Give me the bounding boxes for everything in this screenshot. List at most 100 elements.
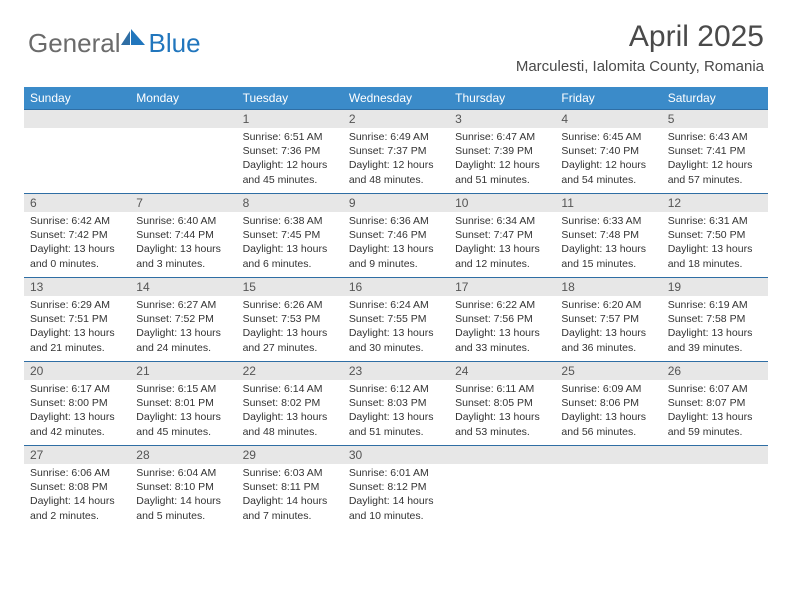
day-cell [662,445,768,529]
day-number: 11 [555,193,661,212]
day-cell: 10Sunrise: 6:34 AMSunset: 7:47 PMDayligh… [449,193,555,277]
logo-triangle-icon [121,27,147,47]
daylight-line: Daylight: 13 hours and 42 minutes. [30,410,124,438]
day-body: Sunrise: 6:26 AMSunset: 7:53 PMDaylight:… [237,296,343,361]
logo-text-blue: Blue [149,28,201,59]
daylight-line: Daylight: 14 hours and 2 minutes. [30,494,124,522]
day-body: Sunrise: 6:20 AMSunset: 7:57 PMDaylight:… [555,296,661,361]
day-cell: 2Sunrise: 6:49 AMSunset: 7:37 PMDaylight… [343,109,449,193]
daylight-line: Daylight: 13 hours and 56 minutes. [561,410,655,438]
sunrise-line: Sunrise: 6:11 AM [455,382,549,396]
daylight-line: Daylight: 12 hours and 57 minutes. [668,158,762,186]
dow-cell: Wednesday [343,87,449,109]
day-body: Sunrise: 6:51 AMSunset: 7:36 PMDaylight:… [237,128,343,193]
sunrise-line: Sunrise: 6:34 AM [455,214,549,228]
day-cell: 18Sunrise: 6:20 AMSunset: 7:57 PMDayligh… [555,277,661,361]
day-number: 28 [130,445,236,464]
sunset-line: Sunset: 7:47 PM [455,228,549,242]
sunrise-line: Sunrise: 6:27 AM [136,298,230,312]
day-cell: 17Sunrise: 6:22 AMSunset: 7:56 PMDayligh… [449,277,555,361]
dow-cell: Friday [555,87,661,109]
day-body: Sunrise: 6:42 AMSunset: 7:42 PMDaylight:… [24,212,130,277]
day-body [662,464,768,522]
day-number: 14 [130,277,236,296]
sunrise-line: Sunrise: 6:43 AM [668,130,762,144]
week-row: 27Sunrise: 6:06 AMSunset: 8:08 PMDayligh… [24,445,768,529]
day-body: Sunrise: 6:19 AMSunset: 7:58 PMDaylight:… [662,296,768,361]
day-body: Sunrise: 6:14 AMSunset: 8:02 PMDaylight:… [237,380,343,445]
daylight-line: Daylight: 13 hours and 21 minutes. [30,326,124,354]
day-number: 21 [130,361,236,380]
day-number: 2 [343,109,449,128]
dow-cell: Tuesday [237,87,343,109]
sunrise-line: Sunrise: 6:49 AM [349,130,443,144]
sunset-line: Sunset: 8:02 PM [243,396,337,410]
daylight-line: Daylight: 13 hours and 45 minutes. [136,410,230,438]
day-cell: 16Sunrise: 6:24 AMSunset: 7:55 PMDayligh… [343,277,449,361]
day-number: 23 [343,361,449,380]
day-body [24,128,130,186]
sunrise-line: Sunrise: 6:15 AM [136,382,230,396]
day-body: Sunrise: 6:01 AMSunset: 8:12 PMDaylight:… [343,464,449,529]
day-cell [555,445,661,529]
daylight-line: Daylight: 13 hours and 30 minutes. [349,326,443,354]
daylight-line: Daylight: 13 hours and 3 minutes. [136,242,230,270]
day-cell: 8Sunrise: 6:38 AMSunset: 7:45 PMDaylight… [237,193,343,277]
day-number: 20 [24,361,130,380]
sunset-line: Sunset: 7:56 PM [455,312,549,326]
dow-cell: Saturday [662,87,768,109]
sunrise-line: Sunrise: 6:04 AM [136,466,230,480]
sunrise-line: Sunrise: 6:09 AM [561,382,655,396]
sunset-line: Sunset: 7:58 PM [668,312,762,326]
daylight-line: Daylight: 12 hours and 48 minutes. [349,158,443,186]
day-number: 6 [24,193,130,212]
week-row: 1Sunrise: 6:51 AMSunset: 7:36 PMDaylight… [24,109,768,193]
day-number: 10 [449,193,555,212]
sunrise-line: Sunrise: 6:22 AM [455,298,549,312]
day-number: 3 [449,109,555,128]
day-body: Sunrise: 6:12 AMSunset: 8:03 PMDaylight:… [343,380,449,445]
day-number: 8 [237,193,343,212]
day-body: Sunrise: 6:34 AMSunset: 7:47 PMDaylight:… [449,212,555,277]
day-cell: 23Sunrise: 6:12 AMSunset: 8:03 PMDayligh… [343,361,449,445]
day-body: Sunrise: 6:27 AMSunset: 7:52 PMDaylight:… [130,296,236,361]
daylight-line: Daylight: 13 hours and 18 minutes. [668,242,762,270]
day-number: 16 [343,277,449,296]
day-number: 30 [343,445,449,464]
day-number: 27 [24,445,130,464]
day-number [449,445,555,464]
dow-cell: Monday [130,87,236,109]
day-body: Sunrise: 6:38 AMSunset: 7:45 PMDaylight:… [237,212,343,277]
day-cell: 26Sunrise: 6:07 AMSunset: 8:07 PMDayligh… [662,361,768,445]
day-number: 17 [449,277,555,296]
daylight-line: Daylight: 13 hours and 51 minutes. [349,410,443,438]
sunset-line: Sunset: 7:53 PM [243,312,337,326]
sunset-line: Sunset: 8:12 PM [349,480,443,494]
day-body: Sunrise: 6:07 AMSunset: 8:07 PMDaylight:… [662,380,768,445]
day-cell: 12Sunrise: 6:31 AMSunset: 7:50 PMDayligh… [662,193,768,277]
daylight-line: Daylight: 13 hours and 0 minutes. [30,242,124,270]
daylight-line: Daylight: 13 hours and 53 minutes. [455,410,549,438]
day-body [555,464,661,522]
day-number: 26 [662,361,768,380]
day-cell: 5Sunrise: 6:43 AMSunset: 7:41 PMDaylight… [662,109,768,193]
sunset-line: Sunset: 7:46 PM [349,228,443,242]
day-cell [449,445,555,529]
daylight-line: Daylight: 14 hours and 7 minutes. [243,494,337,522]
daylight-line: Daylight: 12 hours and 51 minutes. [455,158,549,186]
day-number: 9 [343,193,449,212]
sunset-line: Sunset: 8:11 PM [243,480,337,494]
dow-cell: Sunday [24,87,130,109]
sunrise-line: Sunrise: 6:03 AM [243,466,337,480]
day-number: 24 [449,361,555,380]
sunrise-line: Sunrise: 6:06 AM [30,466,124,480]
day-number: 12 [662,193,768,212]
day-number [555,445,661,464]
daylight-line: Daylight: 13 hours and 27 minutes. [243,326,337,354]
day-number: 13 [24,277,130,296]
day-number: 25 [555,361,661,380]
day-cell: 29Sunrise: 6:03 AMSunset: 8:11 PMDayligh… [237,445,343,529]
day-cell [130,109,236,193]
day-body: Sunrise: 6:06 AMSunset: 8:08 PMDaylight:… [24,464,130,529]
sunrise-line: Sunrise: 6:51 AM [243,130,337,144]
